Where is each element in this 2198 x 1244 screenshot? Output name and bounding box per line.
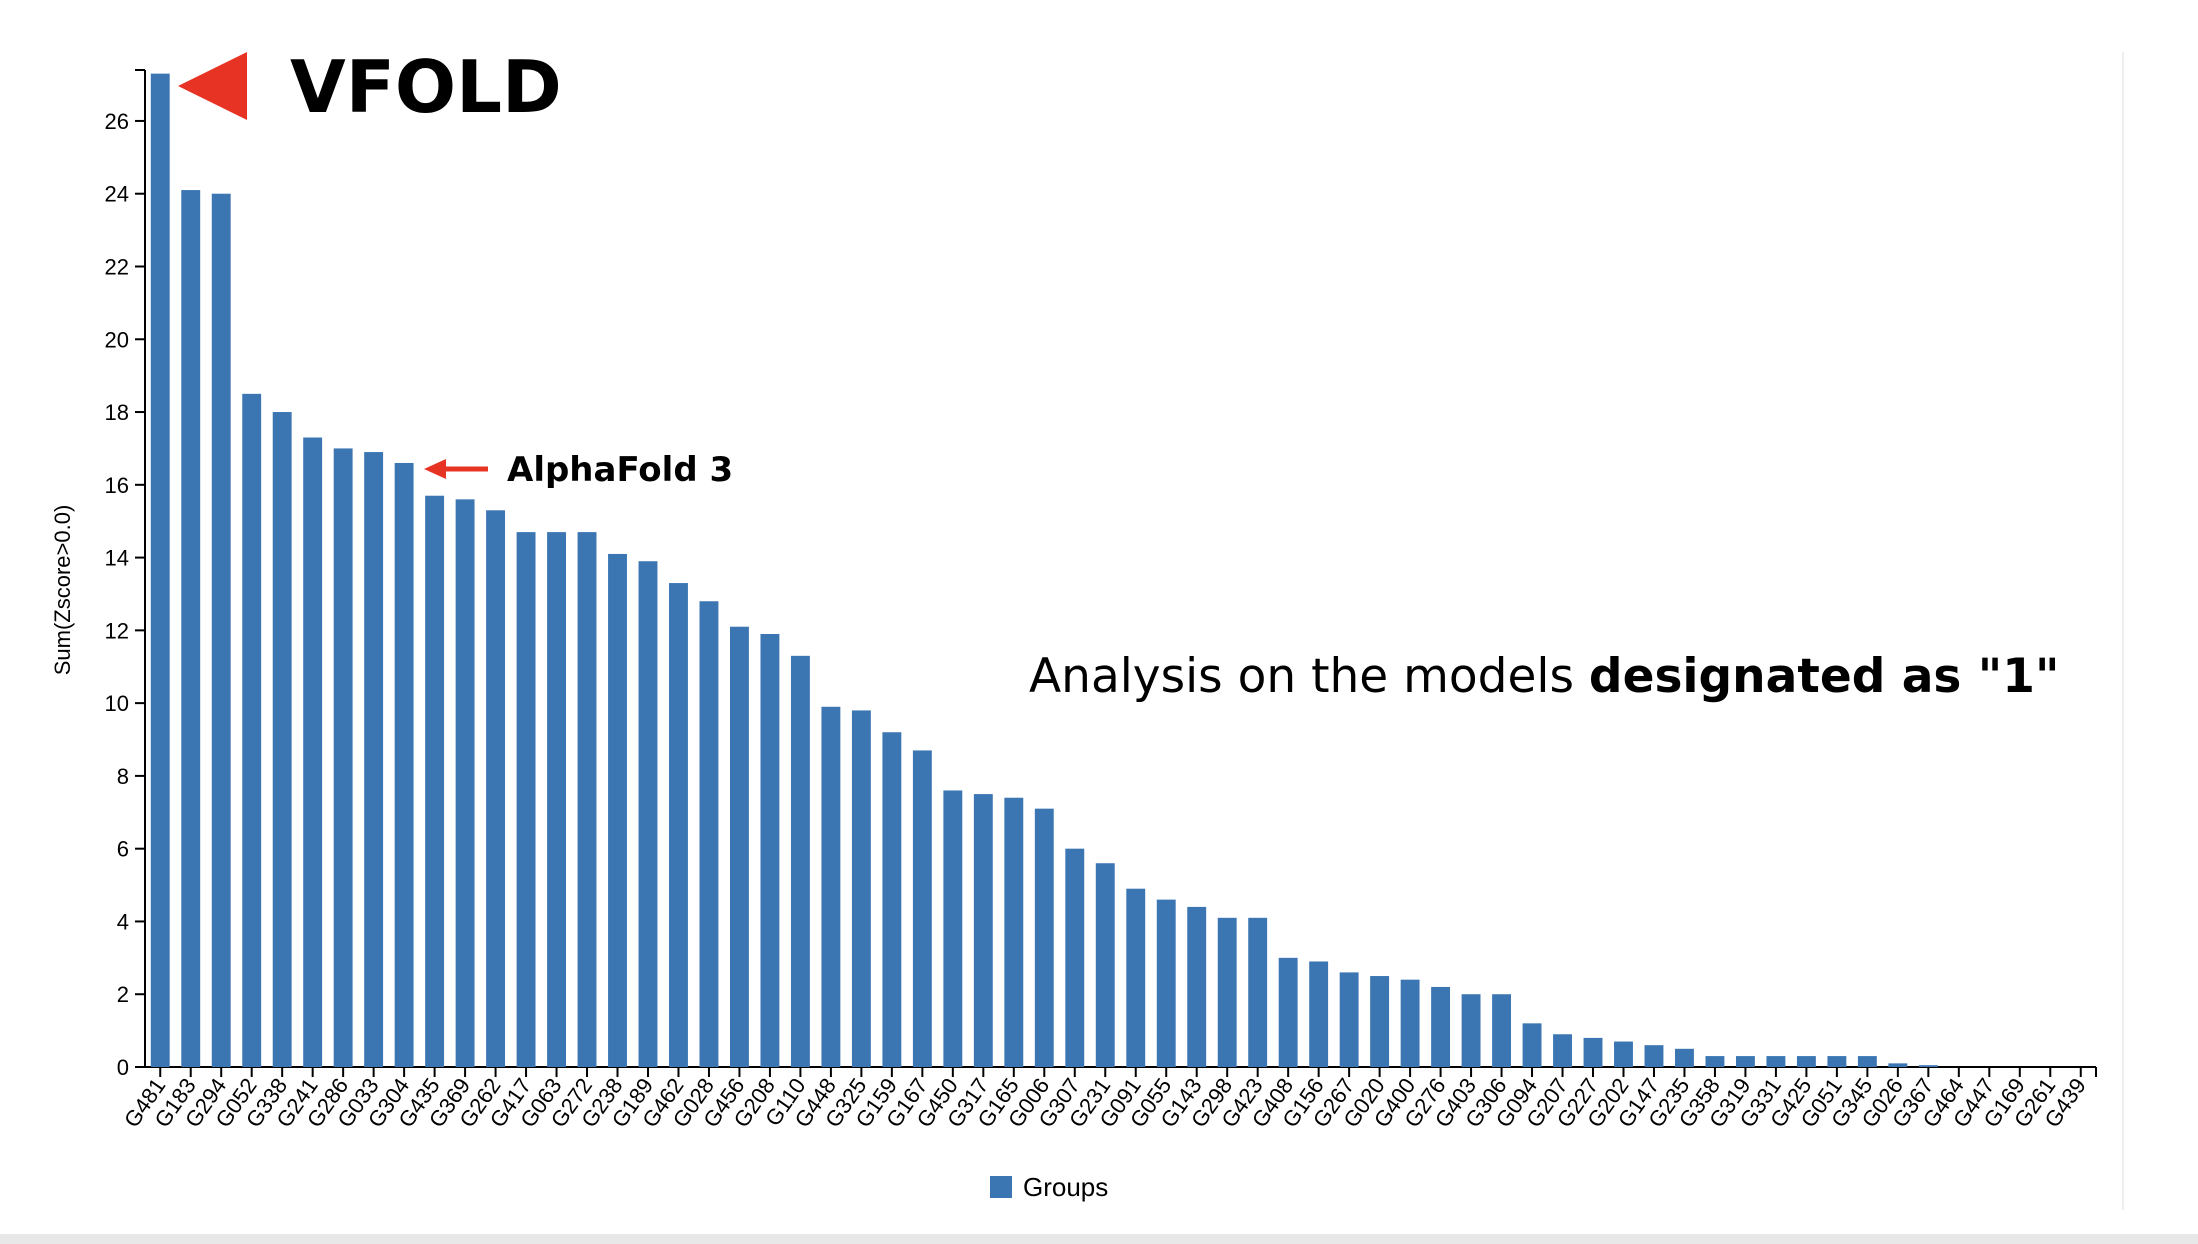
bar-G052	[242, 393, 262, 1067]
y-tick-label: 4	[117, 909, 129, 934]
bar-G304	[394, 462, 414, 1067]
bar-G063	[547, 532, 566, 1067]
bar-G276	[1431, 986, 1451, 1067]
legend: Groups	[990, 1172, 1108, 1202]
analysis-note-text: Analysis on the models	[1029, 649, 1589, 704]
bar-G020	[1370, 976, 1390, 1067]
y-tick-label: 26	[105, 109, 129, 134]
bar-G235	[1675, 1048, 1694, 1067]
y-axis-label: Sum(Zscore>0.0)	[50, 505, 75, 676]
bar-G456	[729, 626, 749, 1067]
bar-G462	[669, 583, 688, 1067]
bar-G167	[912, 750, 932, 1067]
y-tick-label: 24	[105, 182, 129, 207]
bar-G267	[1339, 972, 1359, 1067]
bar-G317	[973, 794, 993, 1067]
y-tick-label: 16	[105, 473, 129, 498]
bar-G207	[1553, 1034, 1572, 1067]
bar-G028	[699, 601, 719, 1067]
bar-G227	[1583, 1037, 1603, 1067]
bar-G400	[1400, 979, 1420, 1067]
bar-G403	[1461, 994, 1481, 1067]
x-tick-labels: G481G183G294G052G338G241G286G033G304G435…	[119, 1067, 2091, 1132]
bar-G189	[638, 561, 658, 1067]
bar-G143	[1187, 906, 1207, 1067]
legend-swatch	[990, 1176, 1012, 1198]
y-tick-label: 18	[105, 400, 129, 425]
bar-G369	[455, 499, 475, 1067]
bar-G156	[1309, 961, 1329, 1067]
bar-G298	[1217, 917, 1237, 1067]
bar-G286	[333, 448, 353, 1068]
bar-G094	[1522, 1023, 1542, 1067]
bar-G408	[1278, 957, 1298, 1067]
x-axis	[145, 1066, 2097, 1077]
footer-strip	[0, 1234, 2198, 1244]
bar-G345	[1857, 1056, 1877, 1067]
bar-G033	[364, 452, 384, 1068]
bar-G147	[1644, 1045, 1664, 1067]
bar-G183	[181, 190, 201, 1067]
bar-G241	[303, 437, 323, 1067]
bar-G272	[577, 532, 597, 1067]
bar-G110	[790, 655, 810, 1067]
bar-G306	[1492, 994, 1512, 1067]
y-tick-label: 14	[105, 546, 129, 571]
legend-label: Groups	[1023, 1172, 1108, 1202]
bar-G423	[1248, 917, 1268, 1067]
y-tick-label: 12	[105, 618, 129, 643]
bar-G338	[272, 412, 292, 1067]
y-tick-label: 10	[105, 691, 129, 716]
bar-G026	[1888, 1063, 1908, 1067]
alphafold3-label: AlphaFold 3	[507, 450, 733, 490]
y-tick-label: 2	[117, 982, 129, 1007]
vfold-arrow-icon	[178, 52, 247, 120]
analysis-note-bold: designated as "1"	[1589, 649, 2060, 704]
panel-border	[2122, 52, 2124, 1210]
vfold-annotation: VFOLD	[178, 45, 562, 129]
bar-G325	[851, 710, 871, 1067]
bar-G202	[1614, 1041, 1633, 1067]
bar-G450	[943, 790, 963, 1067]
bar-G051	[1827, 1056, 1847, 1067]
bar-G417	[516, 532, 536, 1067]
bar-G358	[1705, 1056, 1725, 1067]
bar-G481	[150, 73, 170, 1068]
y-tick-label: 8	[117, 764, 129, 789]
bar-G425	[1796, 1056, 1816, 1067]
bar-G307	[1065, 848, 1085, 1067]
y-tick-label: 6	[117, 837, 129, 862]
bar-G435	[425, 495, 445, 1067]
bar-G238	[608, 553, 627, 1067]
y-tick-label: 0	[117, 1055, 129, 1080]
bar-G367	[1918, 1065, 1938, 1067]
bar-G208	[760, 633, 780, 1067]
bar-G331	[1766, 1056, 1786, 1067]
bar-G319	[1735, 1056, 1755, 1067]
bar-G091	[1126, 888, 1146, 1067]
bar-G165	[1004, 797, 1024, 1067]
bar-G159	[882, 732, 902, 1067]
bar-G006	[1034, 808, 1054, 1067]
bar-G294	[211, 193, 231, 1067]
bar-G262	[486, 510, 506, 1068]
analysis-note: Analysis on the models designated as "1"	[1029, 649, 2059, 704]
y-tick-label: 22	[105, 254, 129, 279]
bar-G055	[1156, 899, 1176, 1067]
vfold-label: VFOLD	[290, 45, 562, 129]
y-tick-label: 20	[105, 327, 129, 352]
alphafold3-arrow-icon	[424, 459, 446, 479]
alphafold3-annotation: AlphaFold 3	[424, 450, 733, 490]
bars	[150, 73, 1938, 1068]
bar-G448	[821, 706, 841, 1067]
bar-G231	[1095, 863, 1115, 1067]
